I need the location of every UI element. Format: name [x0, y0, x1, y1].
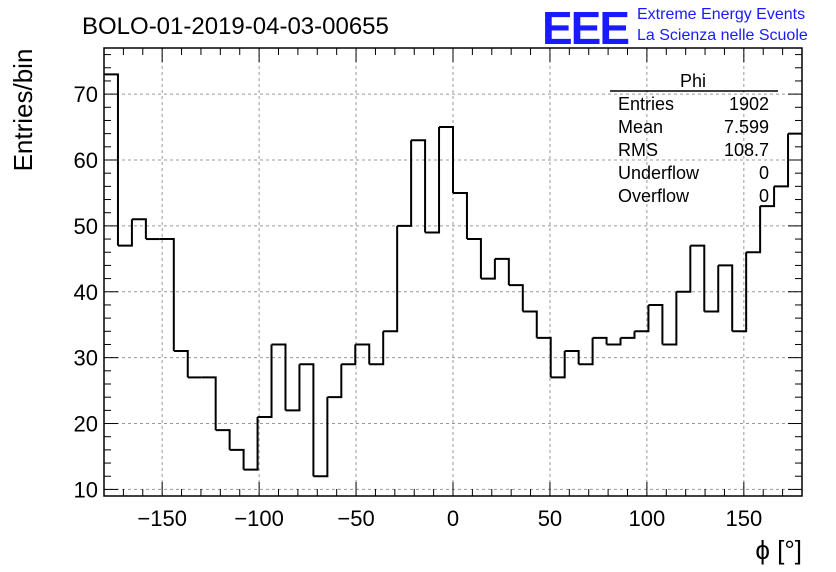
histogram-bin — [159, 238, 175, 352]
histogram-bin — [704, 265, 720, 313]
stats-label: Entries — [618, 94, 674, 114]
stats-title: Phi — [680, 71, 706, 91]
histogram-bin — [285, 364, 301, 412]
histogram-bin — [411, 139, 427, 233]
stats-label: Overflow — [618, 186, 690, 206]
stats-value: 0 — [759, 186, 769, 206]
histogram-bin — [243, 416, 259, 471]
x-tick-label: −150 — [137, 506, 187, 531]
histogram-bin — [550, 351, 566, 379]
histogram-bin — [578, 337, 594, 366]
x-tick-label: 50 — [538, 506, 562, 531]
histogram-bin — [620, 331, 636, 339]
histogram-bin — [690, 244, 706, 312]
stats-value: 0 — [759, 163, 769, 183]
eee-logo: EEE Extreme Energy Events La Scienza nel… — [542, 2, 808, 54]
y-tick-label: 30 — [74, 346, 98, 371]
y-tick-label: 70 — [74, 82, 98, 107]
histogram-bin — [117, 219, 133, 247]
histogram-bin — [453, 191, 468, 240]
histogram-bin — [774, 133, 790, 188]
x-tick-label: 150 — [725, 506, 762, 531]
y-tick-label: 20 — [74, 412, 98, 437]
x-tick-label: −50 — [337, 506, 374, 531]
histogram-bin — [746, 206, 762, 254]
histogram-bin — [662, 291, 678, 346]
histogram-bin — [271, 343, 287, 411]
histogram-bin — [439, 126, 454, 193]
histogram-bin — [341, 344, 357, 366]
histogram-bin — [676, 245, 692, 293]
histogram-bin — [313, 397, 329, 478]
histogram-bin — [369, 331, 385, 366]
histogram-bin — [383, 225, 399, 333]
x-axis-ticks: −150 −100 −50 0 50 100 150 — [103, 48, 803, 531]
y-axis-ticks: 10 20 30 40 50 60 70 — [74, 54, 802, 502]
histogram-bin — [592, 336, 608, 345]
histogram-bin — [760, 186, 776, 208]
histogram-bin — [299, 363, 315, 477]
x-tick-label: 100 — [629, 506, 666, 531]
logo-line-2: La Scienza nelle Scuole — [637, 27, 808, 44]
histogram-bin — [536, 336, 552, 378]
histogram-bin — [732, 252, 748, 333]
stats-label: Underflow — [618, 163, 700, 183]
histogram-bin — [494, 257, 510, 286]
histogram-bin — [215, 429, 231, 450]
histogram-bin — [104, 73, 119, 246]
histogram-bin — [466, 238, 482, 279]
histogram-bin — [648, 303, 664, 345]
histogram-bin — [564, 350, 580, 365]
stats-label: Mean — [618, 117, 663, 137]
histogram-bin — [229, 448, 245, 470]
chart-title: BOLO-01-2019-04-03-00655 — [82, 13, 389, 40]
histogram-bin — [257, 344, 273, 418]
stats-value: 108.7 — [724, 140, 769, 160]
histogram-bin — [173, 350, 189, 378]
stats-value: 1902 — [729, 94, 769, 114]
y-axis-label: Entries/bin — [8, 49, 38, 172]
y-tick-label: 40 — [74, 280, 98, 305]
histogram-bin — [425, 127, 441, 234]
grid-lines — [104, 48, 802, 496]
y-tick-label: 10 — [74, 477, 98, 502]
histogram-bin — [522, 310, 538, 338]
histogram-bin — [508, 284, 524, 312]
y-tick-label: 50 — [74, 214, 98, 239]
x-tick-label: 0 — [447, 506, 459, 531]
histogram-bin — [718, 264, 734, 332]
histogram-bin — [480, 258, 496, 280]
x-axis-label: ϕ [°] — [755, 535, 802, 565]
histogram-bin — [606, 337, 622, 346]
logo-line-1: Extreme Energy Events — [637, 6, 805, 23]
histogram-bars — [104, 73, 802, 478]
stats-label: RMS — [618, 140, 658, 160]
x-tick-label: −100 — [234, 506, 284, 531]
y-tick-label: 60 — [74, 148, 98, 173]
histogram-bin — [397, 140, 413, 227]
histogram-bin — [131, 218, 147, 240]
stats-value: 7.599 — [724, 117, 769, 137]
logo-mark: EEE — [542, 2, 628, 54]
histogram-bin — [327, 364, 343, 399]
stats-box: Phi Entries 1902 Mean 7.599 RMS 108.7 Underflo… — [610, 71, 778, 206]
histogram-bin — [355, 343, 371, 365]
histogram-bin — [201, 376, 217, 431]
histogram-bin — [634, 304, 650, 333]
